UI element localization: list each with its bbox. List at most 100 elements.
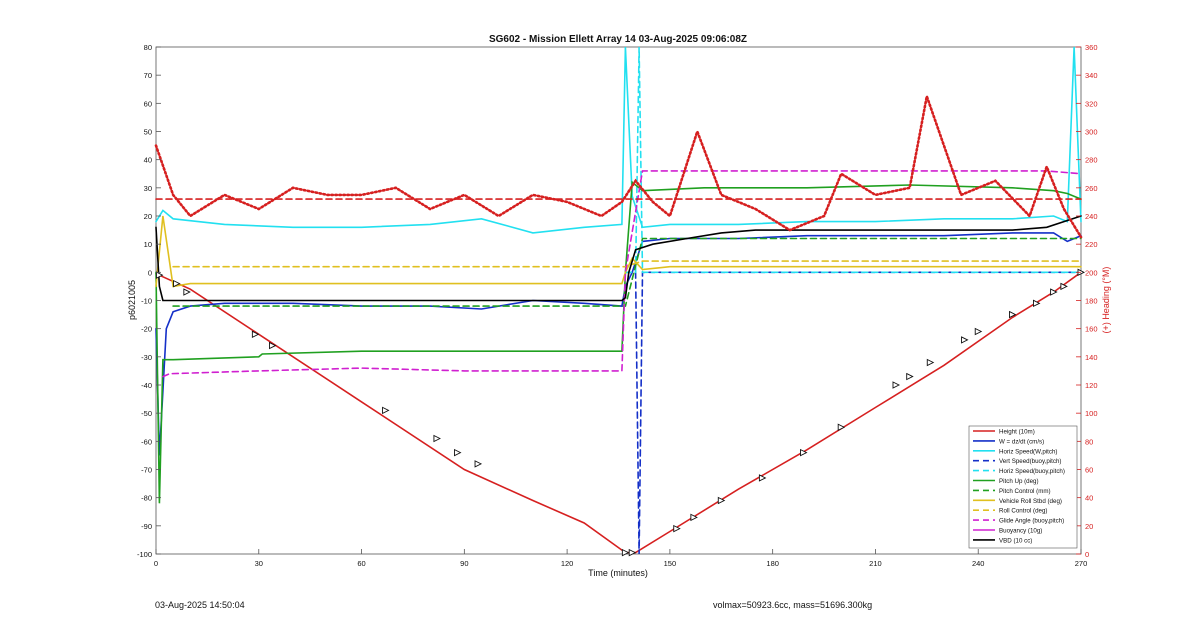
y-tick-label-right: 180 [1085, 297, 1098, 306]
series-line-2 [155, 46, 1082, 234]
y-tick-label-left: 10 [144, 240, 152, 249]
chart-title: SG602 - Mission Ellett Array 14 03-Aug-2… [489, 34, 747, 45]
y-tick-label-left: -20 [141, 325, 152, 334]
series-line-7 [155, 215, 1082, 288]
y-tick-label-left: -30 [141, 353, 152, 362]
y-tick-label-right: 0 [1085, 550, 1089, 559]
legend: Height (10m) W = dz/dt (cm/s) Horiz Speed(… [968, 425, 1078, 549]
series-line-11 [155, 215, 1082, 302]
footer-mass-info: volmax=50923.6cc, mass=51696.300kg [713, 600, 873, 610]
y-tick-label-right: 80 [1085, 437, 1093, 446]
waypoint-marker [974, 327, 983, 336]
legend-entry: Glide Angle (buoy,pitch) [999, 518, 1064, 525]
waypoint-marker [173, 279, 181, 288]
series-line-5 [155, 180, 1082, 504]
x-tick-label: 210 [869, 559, 882, 568]
series-line-8 [172, 260, 1082, 268]
y-tick-label-left: -70 [141, 466, 152, 475]
waypoint-marker [1009, 310, 1017, 319]
y-tick-label-right: 320 [1085, 99, 1098, 108]
x-tick-label: 0 [154, 559, 158, 568]
y-tick-label-right: 260 [1085, 184, 1098, 193]
waypoint-marker [1033, 299, 1041, 308]
x-tick-label: 270 [1075, 559, 1088, 568]
waypoint-marker [758, 474, 767, 482]
marker-layer [155, 268, 1086, 557]
series-line-9 [162, 170, 1082, 378]
waypoint-marker [1050, 288, 1058, 296]
legend-entry: Vert Speed(buoy,pitch) [999, 458, 1061, 465]
waypoint-marker [454, 448, 462, 457]
y-tick-label-left: -50 [141, 409, 152, 418]
x-tick-label: 150 [664, 559, 677, 568]
waypoint-marker [269, 341, 277, 350]
waypoint-marker [1060, 282, 1068, 291]
y-tick-label-left: -90 [141, 522, 152, 531]
y-tick-label-right: 220 [1085, 240, 1098, 249]
waypoint-marker [717, 496, 726, 505]
legend-entry: Horiz Speed(buoy,pitch) [999, 468, 1065, 475]
y-axis-label-right: (+) Heading (°M) [1101, 267, 1111, 334]
legend-entry: Height (10m) [999, 429, 1035, 436]
waypoint-marker [800, 448, 808, 457]
y-tick-label-left: 50 [144, 128, 152, 137]
waypoint-marker [837, 423, 846, 431]
waypoint-marker [382, 406, 390, 415]
footer-timestamp: 03-Aug-2025 14:50:04 [155, 600, 245, 610]
y-tick-label-right: 100 [1085, 409, 1098, 418]
legend-entry: Pitch Up (deg) [999, 478, 1039, 485]
x-tick-label: 120 [561, 559, 574, 568]
x-tick-label: 30 [255, 559, 263, 568]
x-tick-label: 60 [357, 559, 365, 568]
y-tick-label-left: -60 [141, 437, 152, 446]
y-ticks-left: -100-90-80-70-60-50-40-30-20-10010203040… [137, 43, 161, 559]
y-tick-label-left: 0 [148, 268, 152, 277]
waypoint-marker [433, 434, 441, 443]
y-tick-label-left: -10 [141, 297, 152, 306]
series-line-1 [155, 232, 1082, 456]
legend-entry: VBD (10 cc) [999, 537, 1032, 544]
waypoint-marker [183, 288, 191, 296]
y-tick-label-left: 30 [144, 184, 152, 193]
series-line-12 [154, 91, 1083, 239]
legend-entry: Horiz Speed(W,pitch) [999, 448, 1057, 455]
y-tick-label-left: 60 [144, 99, 152, 108]
y-tick-label-right: 360 [1085, 43, 1098, 52]
legend-entry: Roll Control (deg) [999, 508, 1048, 515]
y-tick-label-right: 120 [1085, 381, 1098, 390]
y-tick-label-right: 40 [1085, 494, 1093, 503]
x-tick-label: 180 [766, 559, 779, 568]
series-layer [154, 46, 1083, 555]
waypoint-marker [155, 271, 164, 279]
waypoint-marker [690, 513, 698, 522]
waypoint-marker [628, 548, 637, 557]
legend-entry: Buoyancy (10g) [999, 528, 1042, 535]
x-tick-label: 240 [972, 559, 985, 568]
waypoint-marker [474, 460, 483, 468]
y-tick-label-right: 300 [1085, 128, 1098, 137]
legend-box [968, 425, 1078, 549]
x-ticks: 0 30 60 90 120 150 180 210 240 270 [154, 549, 1087, 568]
y-tick-label-left: 80 [144, 43, 152, 52]
y-tick-label-right: 140 [1085, 353, 1098, 362]
y-tick-label-right: 160 [1085, 325, 1098, 334]
waypoint-marker [673, 524, 681, 533]
waypoint-marker [906, 372, 914, 381]
series-line-4 [624, 46, 1082, 274]
waypoint-marker [251, 330, 260, 339]
waypoint-marker [926, 358, 935, 367]
legend-entry: W = dz/dt (cm/s) [999, 438, 1044, 445]
series-line-6 [172, 237, 1082, 307]
y-tick-label-left: -40 [141, 381, 152, 390]
waypoint-marker [892, 381, 901, 389]
y-tick-label-right: 60 [1085, 466, 1093, 475]
y-tick-label-left: -100 [137, 550, 152, 559]
y-tick-label-right: 20 [1085, 522, 1093, 531]
y-ticks-right: 0 20 40 60 80 100 120 140 160 180 200 220 240 260 280 3… [1076, 43, 1098, 559]
y-axis-label-left: p6021005 [127, 280, 137, 320]
y-tick-label-right: 280 [1085, 156, 1098, 165]
legend-entry: Vehicle Roll Stbd (deg) [999, 498, 1062, 505]
y-tick-label-left: 20 [144, 212, 152, 221]
y-tick-label-right: 200 [1085, 268, 1098, 277]
